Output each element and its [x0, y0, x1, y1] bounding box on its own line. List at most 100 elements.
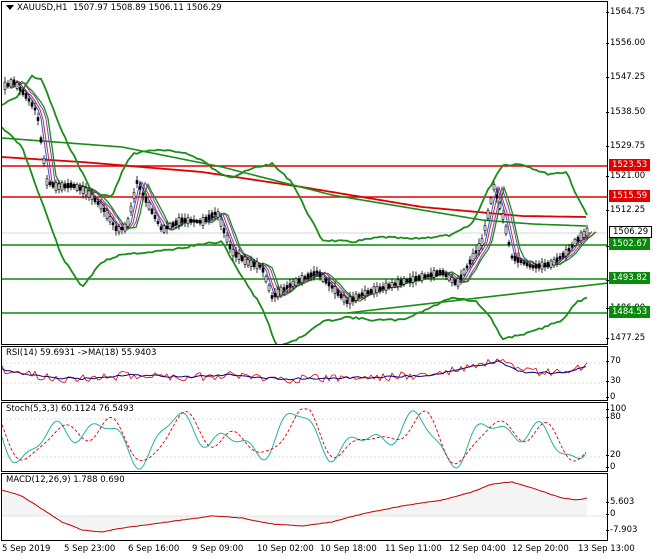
- price-candle: [282, 283, 286, 295]
- price-candle: [9, 77, 13, 90]
- price-chart-pane[interactable]: XAUUSD,H1 1507.97 1508.89 1506.11 1506.2…: [1, 1, 608, 345]
- price-candle: [54, 179, 58, 194]
- level-price-tag: 1502.67: [609, 238, 651, 250]
- current-price-tag: 1506.29: [609, 226, 653, 238]
- price-candle: [177, 213, 181, 230]
- price-candle: [42, 155, 46, 167]
- price-candle: [339, 291, 343, 301]
- price-candle: [276, 285, 280, 301]
- price-candle: [474, 245, 478, 259]
- price-candle: [564, 245, 568, 261]
- price-candle: [165, 220, 169, 235]
- price-candle: [48, 180, 52, 187]
- price-candle: [234, 246, 238, 263]
- price-candle: [528, 262, 532, 270]
- price-candle: [255, 257, 259, 274]
- price-candle: [186, 213, 190, 228]
- price-candle: [258, 262, 262, 271]
- price-candle: [102, 203, 106, 217]
- time-axis-label: 13 Sep 13:00: [578, 544, 635, 554]
- price-candle: [333, 281, 337, 299]
- macd-axis: 5.603 0 -7.903: [605, 473, 660, 541]
- price-candle: [153, 211, 157, 222]
- price-candle: [510, 253, 514, 261]
- moving-average-short: [4, 80, 591, 302]
- dropdown-triangle-icon[interactable]: [6, 5, 14, 10]
- price-candle: [126, 216, 130, 229]
- price-candle: [171, 220, 175, 229]
- price-candle: [69, 179, 73, 191]
- price-candle: [549, 258, 553, 270]
- price-candle: [147, 200, 151, 211]
- price-candle: [174, 217, 178, 229]
- price-candle: [150, 207, 154, 216]
- time-axis-label: 12 Sep 04:00: [449, 544, 506, 554]
- macd-axis-tick: 5.603: [605, 497, 635, 507]
- price-candle: [162, 223, 166, 235]
- price-candle: [228, 240, 232, 254]
- price-candle: [579, 229, 583, 244]
- price-candle: [78, 182, 82, 195]
- price-candle: [351, 291, 355, 306]
- price-candle: [84, 183, 88, 200]
- price-candle: [135, 175, 139, 189]
- price-candle: [504, 223, 508, 237]
- price-candle: [213, 207, 217, 220]
- price-axis: 1564.75 1556.00 1547.25 1538.50 1529.75 1521.…: [605, 1, 660, 345]
- rsi-axis-tick: 30: [606, 376, 621, 386]
- time-axis-label: 5 Sep 23:00: [64, 544, 116, 554]
- price-candle: [318, 269, 322, 281]
- stochastic-axis-tick: 0: [605, 462, 616, 472]
- price-candle: [498, 201, 502, 211]
- price-candle: [189, 216, 193, 226]
- price-axis-tick: 1529.75: [605, 141, 646, 151]
- macd-axis-tick: -7.903: [605, 525, 638, 535]
- rsi-line: [2, 358, 588, 384]
- price-candle: [30, 99, 34, 110]
- price-candle: [168, 221, 172, 231]
- price-candle: [354, 290, 358, 304]
- price-candle: [297, 275, 301, 286]
- price-candle: [399, 276, 403, 289]
- price-candle: [87, 187, 91, 201]
- price-candle: [261, 262, 265, 278]
- price-axis-tick: 1477.25: [605, 333, 646, 343]
- stochastic-title: Stoch(5,3,3) 60.1124 76.5493: [6, 404, 134, 414]
- price-candle: [111, 217, 115, 231]
- price-candle: [192, 215, 196, 228]
- price-candle: [348, 291, 352, 310]
- price-candle: [183, 213, 187, 228]
- level-price-tag: 1484.53: [609, 306, 651, 318]
- price-candle: [519, 257, 523, 266]
- bollinger-upper: [2, 74, 588, 244]
- price-candle: [315, 266, 319, 278]
- price-candle: [33, 102, 37, 116]
- price-candle: [573, 237, 577, 248]
- macd-pane[interactable]: MACD(12,26,9) 1.788 0.690: [1, 473, 608, 541]
- price-axis-tick: 1521.00: [605, 171, 646, 181]
- price-candle: [483, 220, 487, 236]
- time-axis-label: 10 Sep 02:00: [257, 544, 314, 554]
- price-axis-tick: 1556.00: [605, 38, 646, 48]
- rsi-pane[interactable]: RSI(14) 59.6931 ->MA(18) 55.9403: [1, 346, 608, 401]
- price-candle: [324, 276, 328, 286]
- price-candle: [330, 281, 334, 293]
- price-candle: [138, 181, 142, 195]
- price-candle: [429, 267, 433, 282]
- stochastic-pane[interactable]: Stoch(5,3,3) 60.1124 76.5493: [1, 402, 608, 472]
- price-candle: [432, 266, 436, 282]
- price-candle: [372, 283, 376, 298]
- price-candle: [93, 195, 97, 205]
- bollinger-lower: [2, 126, 588, 344]
- price-candle: [117, 223, 121, 236]
- price-candle: [21, 87, 25, 97]
- price-candle: [246, 256, 250, 269]
- price-candle: [357, 292, 361, 299]
- price-candle: [273, 287, 277, 303]
- price-candle: [327, 276, 331, 292]
- price-candle: [378, 283, 382, 294]
- price-candle: [435, 269, 439, 278]
- price-candle: [540, 257, 544, 274]
- price-candle: [426, 271, 430, 280]
- price-candle: [24, 90, 28, 101]
